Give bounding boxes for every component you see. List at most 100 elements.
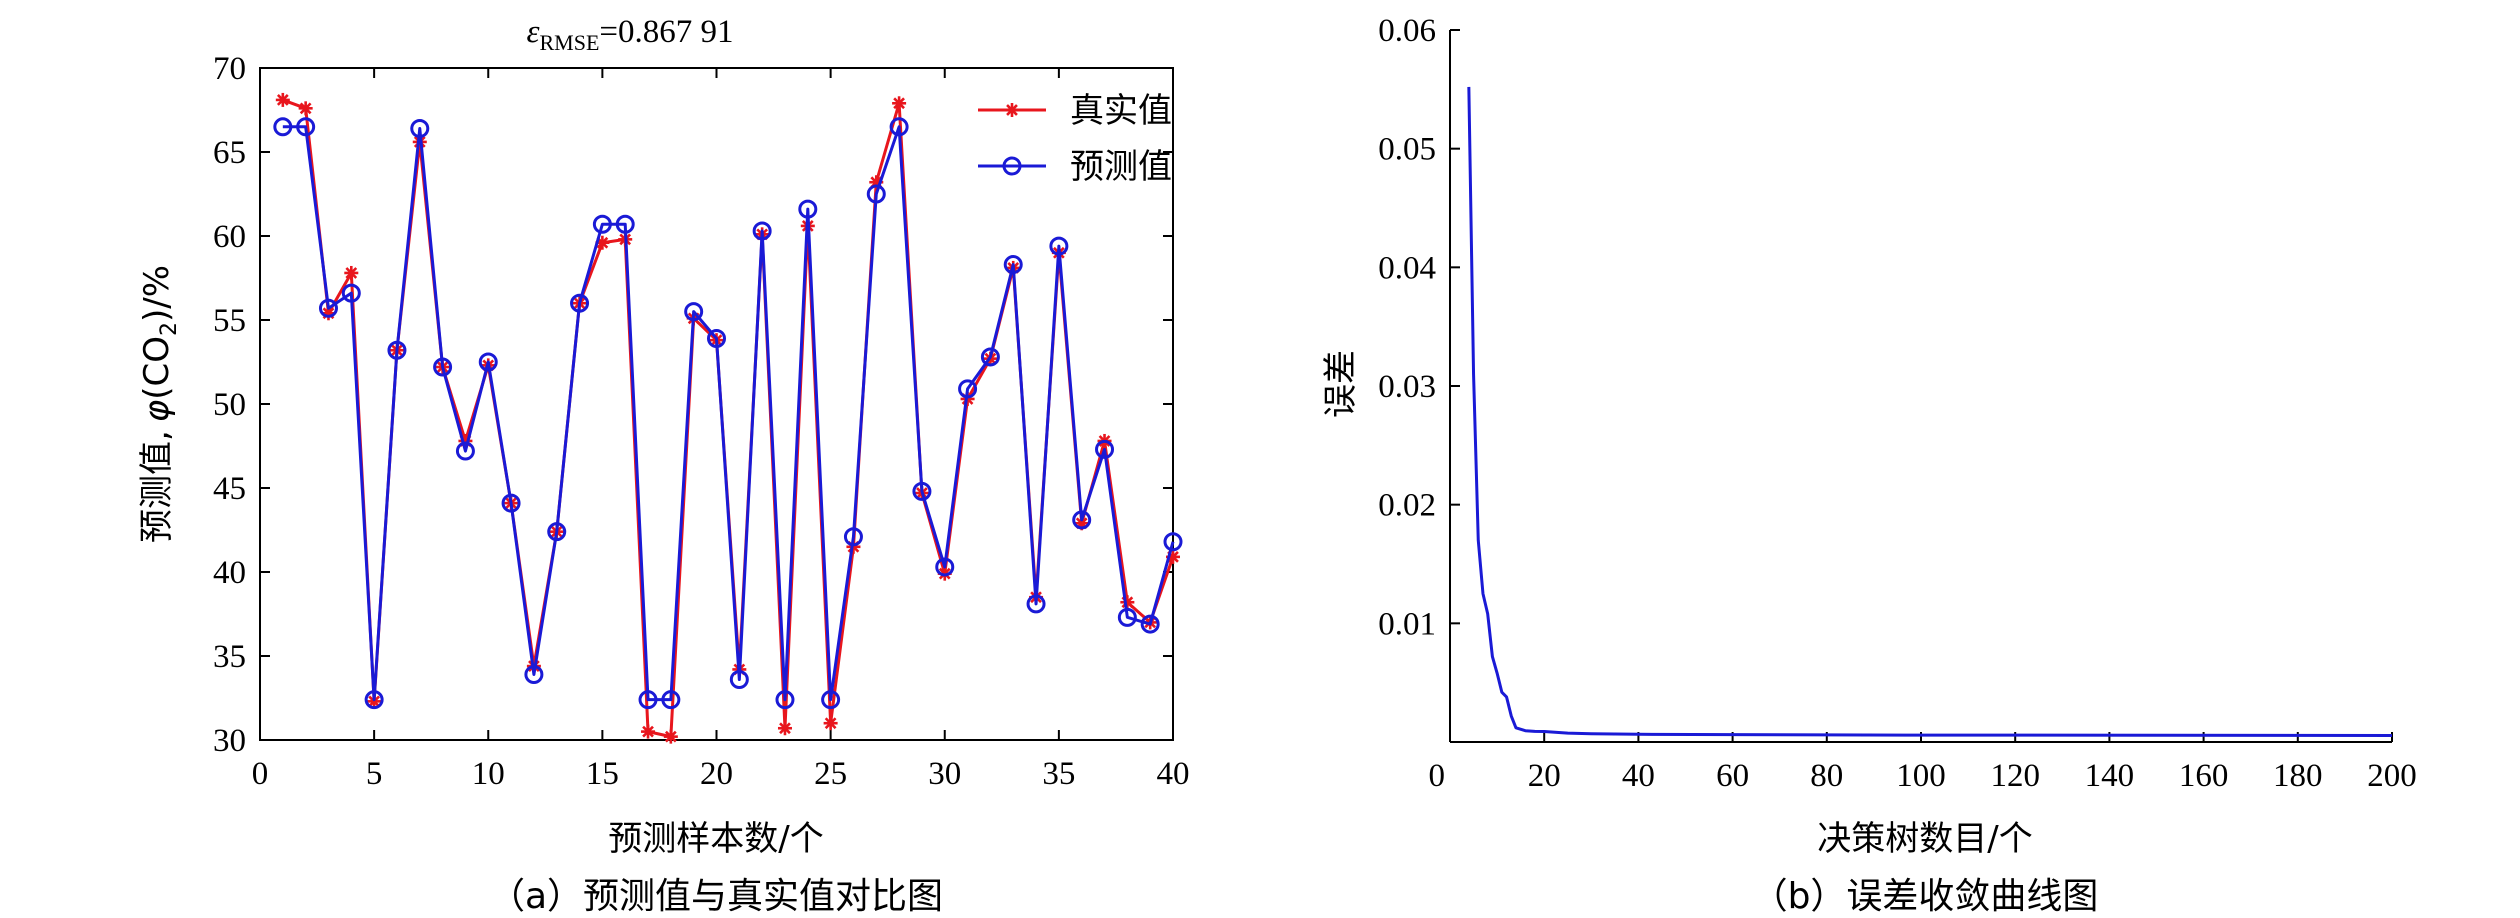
- x-tick-label: 140: [2085, 758, 2135, 794]
- y-tick-label: 35: [213, 639, 246, 675]
- chart-a-series: [273, 92, 1183, 744]
- true-point: [275, 92, 290, 107]
- chart-b-y-ticks: 0.01 0.02 0.03 0.04 0.05 0.06: [1378, 13, 1460, 642]
- y-tick-label: 65: [213, 135, 246, 171]
- x-tick-label: 0: [252, 756, 269, 792]
- pred-point: [638, 690, 658, 710]
- x-tick-label: 20: [1528, 758, 1561, 794]
- x-tick-label: 0: [1429, 758, 1446, 794]
- true-point: [777, 721, 792, 736]
- pred-point: [661, 690, 681, 710]
- pred-point: [410, 118, 430, 138]
- pred-point: [273, 117, 293, 137]
- legend-label-true: 真实值: [1070, 91, 1172, 131]
- true-point: [892, 96, 907, 111]
- x-tick-label: 25: [814, 756, 847, 792]
- y-tick-label: 60: [213, 219, 246, 255]
- chart-a-caption: （a）预测值与真实值对比图: [489, 876, 943, 917]
- y-tick-label: 50: [213, 387, 246, 423]
- x-tick-label: 5: [366, 756, 383, 792]
- y-tick-label: 45: [213, 471, 246, 507]
- y-tick-label: 0.02: [1378, 488, 1436, 524]
- y-tick-label: 70: [213, 51, 246, 87]
- pred-point: [1140, 614, 1160, 634]
- series-line-pred: [282, 125, 1175, 702]
- pred-point: [1163, 532, 1183, 552]
- chart-a-legend: 真实值 预测值: [978, 91, 1172, 187]
- y-tick-label: 0.06: [1378, 13, 1436, 49]
- x-tick-label: 160: [2179, 758, 2229, 794]
- pred-point: [729, 670, 749, 690]
- pred-point: [798, 199, 818, 219]
- pred-point: [478, 352, 498, 372]
- true-point: [663, 729, 678, 744]
- pred-point: [547, 522, 567, 542]
- x-tick-label: 15: [586, 756, 619, 792]
- x-tick-label: 180: [2273, 758, 2323, 794]
- y-tick-label: 0.01: [1378, 606, 1436, 642]
- pred-point: [318, 298, 338, 318]
- y-tick-label: 30: [213, 723, 246, 759]
- x-tick-label: 80: [1810, 758, 1843, 794]
- true-point: [823, 716, 838, 731]
- pred-point: [455, 441, 475, 461]
- pred-point: [364, 690, 384, 710]
- x-tick-label: 100: [1896, 758, 1946, 794]
- pred-point: [524, 664, 544, 684]
- x-tick-label: 60: [1716, 758, 1749, 794]
- pred-point: [592, 214, 612, 234]
- pred-point: [1095, 439, 1115, 459]
- pred-point: [433, 357, 453, 377]
- true-point: [344, 265, 359, 280]
- y-tick-label: 0.04: [1378, 250, 1436, 286]
- pred-point: [775, 690, 795, 710]
- chart-a-y-axis-label: 预测值,φ(CO2)/%: [137, 265, 182, 543]
- pred-point: [935, 557, 955, 577]
- chart-b-panel: 0.01 0.02 0.03 0.04 0.05 0.06 0 20 40 60 80 100 120…: [1321, 13, 2417, 917]
- legend-label-pred: 预测值: [1070, 147, 1172, 187]
- chart-a-y-ticks: 30 35 40 45 50 55 60 65 70: [213, 51, 1173, 759]
- chart-a-x-ticks: 0 5 10 15 20 25 30 35 40: [252, 68, 1190, 792]
- x-tick-label: 120: [1990, 758, 2040, 794]
- chart-a-title: εRMSE=0.867 91: [526, 14, 733, 55]
- pred-point: [341, 283, 361, 303]
- pred-point: [1117, 607, 1137, 627]
- x-tick-label: 10: [472, 756, 505, 792]
- pred-point: [866, 184, 886, 204]
- chart-b-x-ticks: 0 20 40 60 80 100 120 140 160 180 200: [1429, 732, 2417, 794]
- true-point: [367, 694, 382, 709]
- legend-marker-true: [1005, 103, 1019, 117]
- pred-point: [1072, 510, 1092, 530]
- y-tick-label: 55: [213, 303, 246, 339]
- y-tick-label: 40: [213, 555, 246, 591]
- x-tick-label: 200: [2367, 758, 2417, 794]
- x-tick-label: 35: [1042, 756, 1075, 792]
- pred-point: [958, 379, 978, 399]
- chart-b-caption: （b）误差收敛曲线图: [1752, 876, 2099, 917]
- chart-a-plot-area: [259, 67, 1174, 741]
- pred-point: [912, 481, 932, 501]
- pred-point: [1026, 594, 1046, 614]
- y-tick-label: 0.05: [1378, 132, 1436, 168]
- pred-point: [387, 340, 407, 360]
- true-point: [641, 724, 656, 739]
- x-tick-label: 40: [1157, 756, 1190, 792]
- series-line-true: [282, 98, 1175, 739]
- chart-a-x-axis-label: 预测样本数/个: [608, 819, 823, 859]
- legend-marker-pred: [1002, 156, 1022, 176]
- chart-b-series: [1467, 86, 2393, 737]
- pred-point: [843, 527, 863, 547]
- pred-point: [821, 690, 841, 710]
- pred-point: [570, 293, 590, 313]
- true-point: [298, 101, 313, 116]
- x-tick-label: 20: [700, 756, 733, 792]
- chart-a-panel: εRMSE=0.867 91 30 35 40 45 50 55 60 65 70 0 5 10 15…: [137, 14, 1190, 917]
- x-tick-label: 30: [928, 756, 961, 792]
- pred-point: [296, 117, 316, 137]
- chart-b-y-axis-label: 误差: [1321, 350, 1361, 418]
- pred-point: [501, 493, 521, 513]
- legend-asterisk: [1005, 103, 1019, 117]
- error-curve: [1467, 86, 2393, 737]
- x-tick-label: 40: [1622, 758, 1655, 794]
